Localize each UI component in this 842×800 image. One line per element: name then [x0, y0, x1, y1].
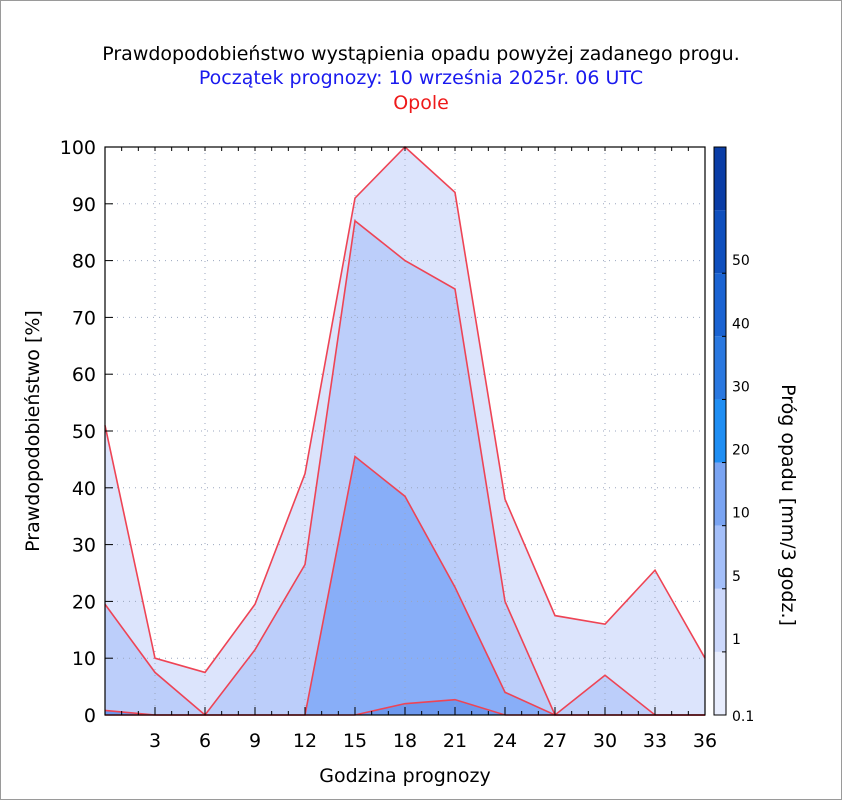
colorbar-segment: [714, 651, 726, 715]
colorbar-segment: [714, 462, 726, 526]
station-name: Opole: [393, 92, 449, 114]
colorbar-tick-label: 10: [732, 506, 750, 522]
x-tick-label: 36: [693, 730, 717, 752]
colorbar-segment: [714, 210, 726, 274]
y-axis-label: Prawdopodobieństwo [%]: [22, 310, 44, 552]
colorbar-segment: [714, 336, 726, 400]
x-tick-label: 15: [343, 730, 367, 752]
y-tick-label: 30: [72, 535, 96, 557]
y-tick-label: 0: [84, 705, 96, 727]
y-tick-label: 10: [72, 648, 96, 670]
x-tick-label: 21: [443, 730, 467, 752]
colorbar-tick-label: 5: [732, 569, 741, 585]
colorbar-tick-label: 0.1: [732, 709, 754, 725]
chart-subtitle: Początek prognozy: 10 września 2025r. 06…: [198, 67, 644, 89]
colorbar-segment: [714, 525, 726, 589]
colorbar-frame: [713, 146, 727, 716]
y-tick-label: 80: [72, 251, 96, 273]
colorbar-label: Próg opadu [mm/3 godz.]: [777, 384, 799, 626]
x-tick-label: 30: [593, 730, 617, 752]
x-tick-label: 27: [543, 730, 567, 752]
x-axis-label: Godzina prognozy: [319, 765, 490, 787]
y-tick-label: 100: [60, 137, 96, 159]
colorbar-tick-label: 50: [732, 253, 750, 269]
y-tick-label: 70: [72, 307, 96, 329]
x-tick-label: 24: [493, 730, 517, 752]
chart-title: Prawdopodobieństwo wystąpienia opadu pow…: [102, 43, 740, 65]
y-tick-label: 20: [72, 591, 96, 613]
colorbar-segment: [714, 399, 726, 463]
axes: 3 6 9 12 15 18 21 24 27 30 33 360102030405060708090…: [60, 137, 717, 752]
y-tick-label: 90: [72, 194, 96, 216]
colorbar-segment: [714, 273, 726, 337]
x-tick-label: 12: [293, 730, 317, 752]
area-threshold-1: [105, 220, 705, 715]
colorbar-tick-label: 30: [732, 379, 750, 395]
colorbar-tick-label: 1: [732, 632, 741, 648]
x-tick-label: 9: [249, 730, 261, 752]
colorbar-tick-label: 20: [732, 443, 750, 459]
x-tick-label: 18: [393, 730, 417, 752]
x-tick-label: 33: [643, 730, 667, 752]
colorbar: 0.1 1 5 10 20 30 40 50: [713, 146, 754, 725]
y-tick-label: 40: [72, 478, 96, 500]
x-tick-label: 3: [149, 730, 161, 752]
colorbar-tick-label: 40: [732, 316, 750, 332]
colorbar-segment: [714, 588, 726, 652]
y-tick-label: 60: [72, 364, 96, 386]
y-tick-label: 50: [72, 421, 96, 443]
x-tick-label: 6: [199, 730, 211, 752]
colorbar-segment: [714, 147, 726, 211]
